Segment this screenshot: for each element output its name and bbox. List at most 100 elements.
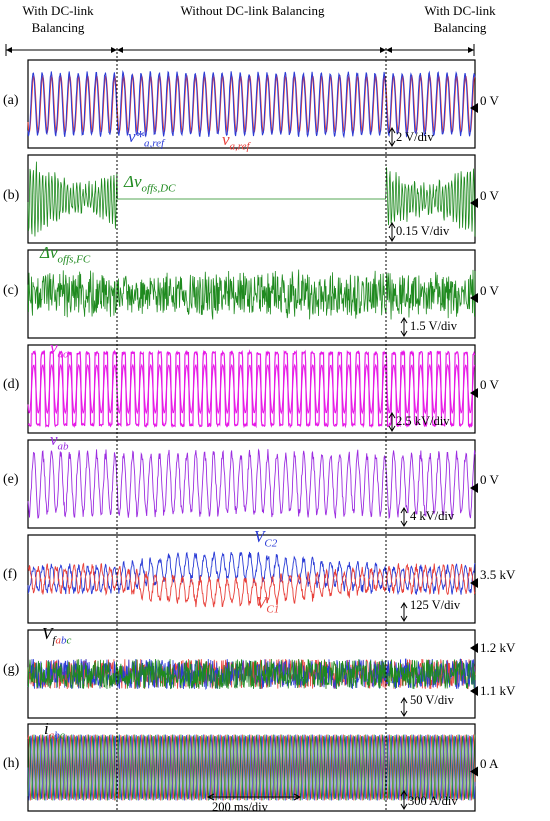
trace-vab bbox=[27, 448, 476, 520]
panel-g bbox=[27, 629, 478, 719]
panel-f bbox=[27, 534, 478, 624]
label-va-ref-star: v*a,ref bbox=[128, 127, 165, 150]
label-dv-offs-fc: Δvoffs,FC bbox=[40, 243, 91, 266]
marker-triangle-c bbox=[470, 293, 478, 303]
scale-d: 2.5 kV/div bbox=[396, 414, 450, 428]
scale-arrow-head-bottom bbox=[388, 140, 396, 147]
scale-arrow-head-top bbox=[388, 127, 396, 134]
zero-marker-c: 0 V bbox=[480, 283, 499, 298]
scale-arrow-head-bottom bbox=[400, 803, 408, 810]
header-arrow-left-head-right bbox=[111, 47, 117, 53]
header-arrows bbox=[5, 44, 475, 56]
header-left: With DC-link Balancing bbox=[22, 3, 94, 35]
panel-label-e: (e) bbox=[3, 472, 19, 487]
panel-label-f: (f) bbox=[3, 567, 17, 582]
scale-arrow-head-top bbox=[400, 317, 408, 324]
marker-triangle-h bbox=[470, 766, 478, 777]
panel-label-c: (c) bbox=[3, 283, 19, 298]
panel-d bbox=[27, 344, 478, 434]
marker-triangle-e bbox=[470, 483, 478, 493]
label-vao: vao bbox=[50, 338, 69, 361]
header-arrow-right-head-right bbox=[468, 47, 474, 53]
label-vc1: VC1 bbox=[256, 593, 280, 616]
panel-e bbox=[27, 439, 478, 529]
trace-dv-offs-fc bbox=[27, 269, 476, 320]
scale-f: 125 V/div bbox=[410, 598, 461, 612]
waveforms bbox=[27, 349, 476, 429]
header-arrow-middle-head-left bbox=[117, 47, 123, 53]
panel-label-a: (a) bbox=[3, 93, 19, 108]
zero-marker-h: 0 A bbox=[480, 756, 499, 771]
waveforms bbox=[27, 70, 476, 139]
marker-triangle-g-low bbox=[470, 686, 478, 696]
panel-label-g: (g) bbox=[3, 662, 20, 677]
scale-arrow-head-top bbox=[400, 602, 408, 609]
scale-b: 0.15 V/div bbox=[396, 224, 450, 238]
scale-arrow-head-bottom bbox=[400, 330, 408, 337]
panel-b bbox=[27, 154, 478, 244]
label-dv-offs-dc: Δvoffs,DC bbox=[124, 172, 176, 195]
panel-frame bbox=[27, 439, 476, 529]
scale-arrow-head-bottom bbox=[388, 425, 396, 432]
scale-arrow-head-bottom bbox=[400, 615, 408, 622]
panel-label-d: (d) bbox=[3, 377, 20, 392]
waveforms bbox=[27, 448, 476, 520]
scale-arrow-head-top bbox=[400, 697, 408, 704]
section-dividers bbox=[116, 48, 387, 811]
label-vab: vab bbox=[50, 430, 69, 453]
trace-vao-inner bbox=[27, 363, 476, 415]
header-arrow-left-head-left bbox=[6, 47, 12, 53]
zero-marker-a: 0 V bbox=[480, 93, 499, 108]
marker-triangle-d bbox=[470, 388, 478, 398]
marker-g-low: 1.1 kV bbox=[480, 683, 516, 698]
trace-va-ref-star bbox=[27, 70, 476, 139]
label-vc2: VC2 bbox=[254, 527, 278, 550]
label-vfabc: Vfabc bbox=[42, 624, 72, 647]
panel-label-h: (h) bbox=[3, 756, 20, 771]
scale-a: 2 V/div bbox=[396, 130, 434, 144]
time-scale-head-right bbox=[293, 793, 302, 801]
header-arrow-middle-head-right bbox=[380, 47, 386, 53]
marker-triangle-f bbox=[470, 578, 478, 588]
scale-h: 300 A/div bbox=[408, 794, 458, 808]
label-iabc: iabc bbox=[44, 719, 65, 742]
header-middle: Without DC-link Balancing bbox=[180, 3, 325, 18]
waveforms bbox=[27, 551, 476, 608]
scale-arrow-head-bottom bbox=[400, 520, 408, 527]
header-right: With DC-link Balancing bbox=[424, 3, 496, 35]
trace-i-b bbox=[27, 734, 476, 801]
waveforms bbox=[27, 734, 476, 801]
trace-vc1 bbox=[27, 562, 476, 608]
panels bbox=[27, 59, 478, 812]
time-scale-arrow bbox=[206, 793, 302, 801]
trace-vf-c bbox=[27, 658, 476, 690]
time-scale-head-left bbox=[206, 793, 215, 801]
waveforms bbox=[27, 269, 476, 320]
panel-label-b: (b) bbox=[3, 188, 20, 203]
scale-c: 1.5 V/div bbox=[410, 319, 457, 333]
scale-arrow-head-bottom bbox=[388, 235, 396, 242]
scale-g: 50 V/div bbox=[410, 693, 454, 707]
panel-a bbox=[27, 59, 478, 149]
zero-marker-b: 0 V bbox=[480, 188, 499, 203]
zero-marker-f: 3.5 kV bbox=[480, 567, 516, 582]
scale-arrow-head-top bbox=[388, 412, 396, 419]
label-va-ref: va,ref bbox=[222, 130, 250, 153]
trace-vc2 bbox=[27, 551, 476, 596]
marker-triangle-g-high bbox=[470, 643, 478, 653]
zero-marker-d: 0 V bbox=[480, 377, 499, 392]
scale-e: 4 kV/div bbox=[410, 509, 455, 523]
trace-dv-offs-dc bbox=[27, 161, 476, 237]
zero-marker-e: 0 V bbox=[480, 472, 499, 487]
scale-arrow-head-top bbox=[400, 790, 408, 797]
marker-g-high: 1.2 kV bbox=[480, 640, 516, 655]
waveforms bbox=[27, 658, 476, 691]
panel-c bbox=[27, 249, 478, 339]
scale-arrow-head-bottom bbox=[400, 710, 408, 717]
marker-triangle-b bbox=[470, 198, 478, 208]
trace-i-c bbox=[27, 734, 476, 801]
marker-triangle-a bbox=[470, 103, 478, 113]
scale-arrow-head-top bbox=[388, 222, 396, 229]
time-scale-label: 200 ms/div bbox=[212, 800, 268, 814]
